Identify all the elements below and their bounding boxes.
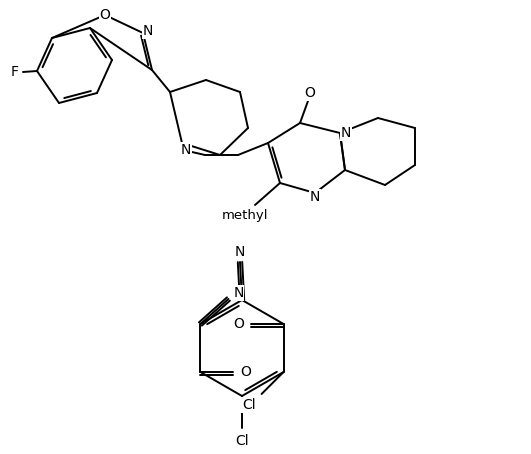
Text: Cl: Cl	[242, 398, 255, 412]
Text: O: O	[240, 365, 251, 379]
Text: methyl: methyl	[222, 208, 268, 222]
Text: N: N	[310, 190, 320, 204]
Text: F: F	[11, 65, 19, 79]
Text: Cl: Cl	[235, 434, 249, 448]
Text: N: N	[233, 286, 244, 300]
Text: O: O	[233, 317, 244, 331]
Text: O: O	[305, 86, 315, 100]
Text: N: N	[341, 126, 351, 140]
Text: O: O	[100, 8, 110, 22]
Text: N: N	[143, 24, 153, 38]
Text: N: N	[235, 245, 245, 259]
Text: N: N	[181, 143, 191, 157]
